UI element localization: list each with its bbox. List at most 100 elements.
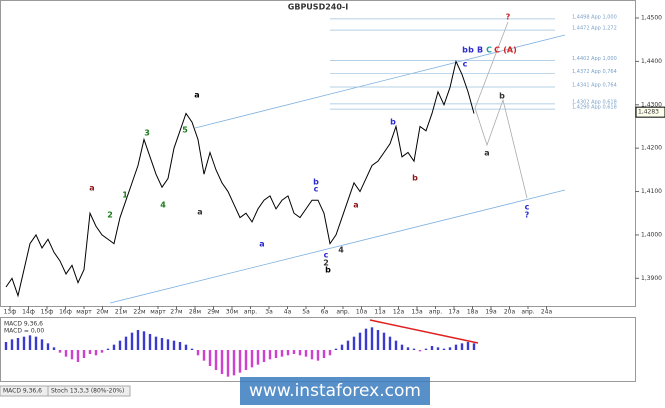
- macd-bar: [304, 350, 308, 357]
- x-tick-label: 19а: [485, 309, 497, 316]
- macd-bar: [256, 350, 260, 365]
- wave-label: ?: [506, 13, 511, 22]
- wave-label: a: [197, 208, 202, 217]
- macd-bar: [70, 350, 74, 360]
- watermark-bg: [240, 377, 430, 405]
- watermark: www.instaforex.com: [249, 381, 421, 401]
- x-tick-label: 13а: [411, 309, 423, 316]
- macd-bar: [184, 344, 188, 350]
- macd-bar: [202, 350, 206, 361]
- macd-bar: [106, 348, 110, 350]
- x-tick-label: апр.: [429, 309, 442, 316]
- price-line: [5, 59, 475, 298]
- x-tick-label: 6а: [321, 309, 329, 316]
- macd-value: MACD = 0,00: [4, 328, 44, 335]
- x-tick-label: 12а: [393, 309, 405, 316]
- wave-label: b: [313, 178, 319, 187]
- wave-label: (A): [503, 46, 517, 55]
- macd-bar: [340, 344, 344, 350]
- macd-bar: [88, 350, 92, 354]
- macd-bar: [220, 350, 224, 374]
- wave-label: b: [412, 174, 418, 183]
- macd-bar: [286, 350, 290, 356]
- wave-label: 5: [182, 126, 188, 135]
- x-tick-label: 20а: [504, 309, 516, 316]
- tab-label[interactable]: Stoch 13,3,3 (80%-20%): [51, 388, 124, 395]
- fib-label: 1,4372 App 0,764: [572, 69, 617, 75]
- macd-bar: [190, 348, 194, 350]
- macd-bar: [454, 344, 458, 350]
- macd-bar: [142, 331, 146, 350]
- x-tick-label: 24а: [541, 309, 553, 316]
- fib-label: 1,4498 App 1,000: [572, 14, 617, 20]
- macd-bar: [436, 347, 440, 350]
- macd-bar: [358, 332, 362, 350]
- wave-label: a: [259, 240, 264, 249]
- wave-label: B: [477, 46, 483, 55]
- macd-bar: [328, 350, 332, 356]
- tab-label[interactable]: MACD 9,36,6: [3, 388, 42, 395]
- x-tick-label: 20м: [96, 309, 108, 316]
- macd-bar: [58, 350, 62, 353]
- macd-bar: [406, 347, 410, 350]
- macd-bar: [238, 350, 242, 373]
- macd-bar: [208, 350, 212, 366]
- wave-label: b: [390, 118, 396, 127]
- y-tick-label: 1,4400: [641, 58, 662, 65]
- macd-bar: [268, 350, 272, 360]
- macd-bar: [232, 350, 236, 376]
- wave-label: b: [325, 266, 331, 275]
- macd-bar: [40, 339, 44, 350]
- macd-bar: [166, 339, 170, 350]
- macd-bar: [442, 348, 446, 350]
- wave-label: a: [353, 201, 358, 210]
- x-tick-label: 17а: [448, 309, 460, 316]
- macd-bar: [394, 340, 398, 350]
- macd-bar: [196, 350, 200, 356]
- x-tick-label: 10а: [356, 309, 368, 316]
- macd-bar: [412, 348, 416, 350]
- macd-bar: [250, 350, 254, 368]
- macd-bar: [400, 344, 404, 350]
- wave-label: C: [494, 46, 500, 55]
- tab[interactable]: [47, 385, 131, 397]
- y-tick-label: 1,3900: [641, 275, 662, 282]
- macd-bar: [112, 344, 116, 350]
- last-price-label: 1,4283: [638, 109, 659, 116]
- x-tick-label: 16ф: [59, 309, 72, 316]
- wave-label: C: [486, 46, 492, 55]
- x-tick-label: 27м: [170, 309, 182, 316]
- macd-bar: [298, 350, 302, 356]
- wave-label: 1: [122, 191, 128, 200]
- macd-bar: [136, 330, 140, 350]
- x-tick-label: 21м: [115, 309, 127, 316]
- macd-bar: [292, 350, 296, 354]
- macd-bar: [448, 347, 452, 350]
- fib-label: 1,4341 App 0,764: [572, 82, 617, 88]
- macd-bar: [262, 350, 266, 362]
- wave-label: 4: [338, 246, 344, 255]
- macd-bar: [4, 342, 8, 350]
- wave-label: b: [468, 46, 474, 55]
- macd-bar: [130, 332, 134, 350]
- y-tick-label: 1,4300: [641, 101, 662, 108]
- x-tick-label: 22м: [133, 309, 145, 316]
- macd-bar: [76, 350, 80, 362]
- macd-bar: [370, 327, 374, 350]
- macd-bar: [244, 350, 248, 370]
- wave-label: 4: [160, 201, 166, 210]
- fib-label: 1,4402 App 1,000: [572, 56, 617, 62]
- macd-bar: [382, 332, 386, 350]
- x-tick-label: март: [150, 309, 166, 316]
- x-tick-label: март: [76, 309, 92, 316]
- y-tick-label: 1,4000: [641, 231, 662, 238]
- macd-bar: [154, 336, 158, 350]
- macd-bar: [280, 350, 284, 357]
- tabs: MACD 9,36,6 Stoch 13,3,3 (80%-20%): [0, 385, 131, 397]
- fib-label: 1,4290 App 0,618: [572, 105, 617, 111]
- macd-bar: [46, 343, 50, 350]
- x-tick-label: 29м: [207, 309, 219, 316]
- x-tick-label: 30м: [226, 309, 238, 316]
- macd-bar: [418, 350, 422, 352]
